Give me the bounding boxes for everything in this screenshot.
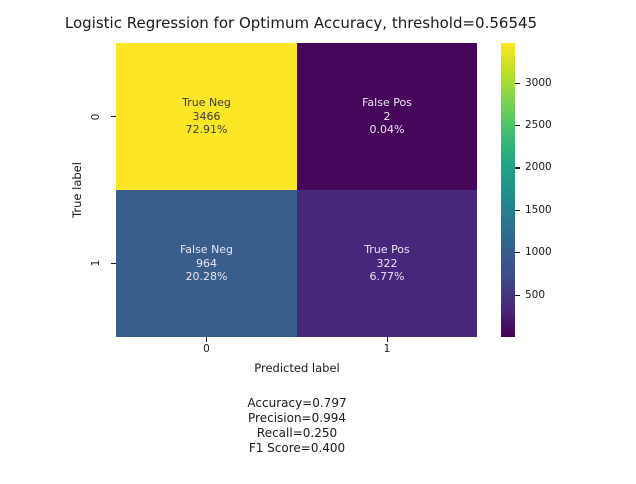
metric-precision: Precision=0.994 xyxy=(248,411,346,425)
cell-percent: 72.91% xyxy=(185,123,228,137)
y-tick-mark xyxy=(111,262,116,264)
x-axis-label: Predicted label xyxy=(254,361,340,375)
metrics-annotation: Accuracy=0.797 Precision=0.994 Recall=0.… xyxy=(117,396,477,456)
heatmap-grid: True Neg 3466 72.91% False Pos 2 0.04% F… xyxy=(116,43,477,337)
colorbar-tick-label: 1500 xyxy=(525,203,552,216)
cell-true-neg: True Neg 3466 72.91% xyxy=(116,43,297,190)
x-tick-mark xyxy=(206,337,208,342)
cell-true-pos: True Pos 322 6.77% xyxy=(297,190,477,337)
colorbar-tick-mark xyxy=(515,209,520,212)
cell-count: 2 xyxy=(383,109,391,123)
cell-count: 322 xyxy=(376,256,398,270)
y-tick-label-1: 1 xyxy=(90,259,102,267)
y-tick-label-0: 0 xyxy=(90,113,102,121)
x-tick-mark xyxy=(386,337,388,342)
cell-label: False Neg xyxy=(179,243,234,257)
cell-percent: 20.28% xyxy=(185,270,228,284)
cell-percent: 0.04% xyxy=(369,123,405,137)
y-tick-mark xyxy=(111,116,116,118)
colorbar-tick-label: 2500 xyxy=(525,118,552,131)
cell-label: True Pos xyxy=(364,243,410,257)
cell-label: True Neg xyxy=(182,96,231,110)
colorbar-tick-mark xyxy=(515,252,520,254)
metric-accuracy: Accuracy=0.797 xyxy=(247,396,347,410)
colorbar-tick-label: 1000 xyxy=(525,246,552,259)
x-tick-label-1: 1 xyxy=(383,343,391,355)
colorbar-ticks: 500 1000 1500 2000 2500 3000 xyxy=(515,43,585,337)
colorbar-tick-mark xyxy=(515,124,520,127)
metric-recall: Recall=0.250 xyxy=(256,426,338,440)
colorbar-tick-mark xyxy=(515,82,520,84)
chart-title: Logistic Regression for Optimum Accuracy… xyxy=(64,14,538,32)
colorbar-tick-label: 500 xyxy=(525,288,546,301)
cell-false-pos: False Pos 2 0.04% xyxy=(297,43,477,190)
metric-f1-score: F1 Score=0.400 xyxy=(248,441,346,455)
colorbar-tick-label: 3000 xyxy=(525,76,552,89)
cell-false-neg: False Neg 964 20.28% xyxy=(116,190,297,337)
x-tick-label-0: 0 xyxy=(203,343,210,355)
cell-percent: 6.77% xyxy=(369,270,405,284)
colorbar-gradient xyxy=(501,43,515,337)
cell-count: 964 xyxy=(196,256,217,270)
cell-count: 3466 xyxy=(192,109,221,123)
colorbar-tick-label: 2000 xyxy=(525,161,552,174)
colorbar-tick-mark xyxy=(515,167,520,169)
y-axis-label: True label xyxy=(70,162,84,218)
colorbar-tick-mark xyxy=(515,294,520,296)
cell-label: False Pos xyxy=(362,96,412,110)
